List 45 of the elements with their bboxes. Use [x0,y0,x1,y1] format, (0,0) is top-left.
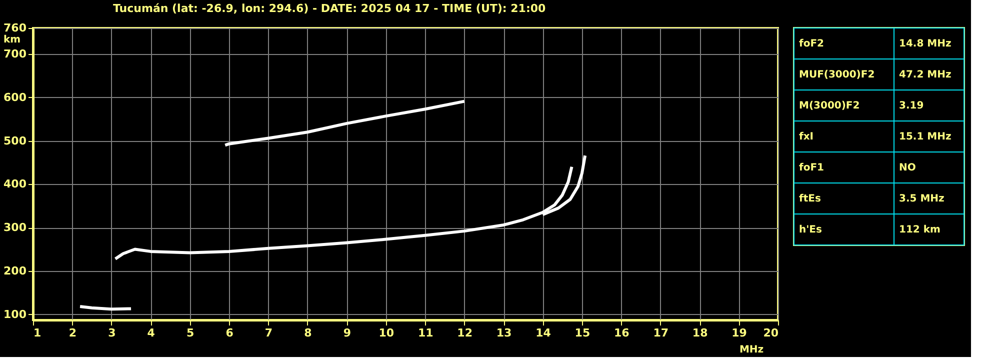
category-label: M(3000)F2 [799,100,860,112]
x-tick-label: 4 [147,326,156,340]
y-tick-label: 300 [4,221,27,234]
x-tick-label: 18 [692,326,708,340]
x-tick-label: 10 [378,326,394,340]
category-label: foF2 [799,38,824,50]
x-tick-label: 2 [68,326,77,340]
x-tick-label: 5 [186,326,194,340]
text: 112 km [899,224,940,236]
category-label: MUF(3000)F2 [799,70,875,80]
category-label: h'Es [799,224,822,236]
y-tick-label: 500 [4,134,27,148]
y-tick-label: 400 [4,178,27,191]
x-tick-label: 8 [304,326,312,340]
x-tick-label: 1 [34,326,42,340]
text: 3.19 [899,100,924,112]
text: 47.2 MHz [899,70,952,80]
text: 14.8 MHz [899,38,952,50]
x-axis-title: MHz [739,344,764,356]
x-tick-label: 11 [418,326,434,340]
chart-title: Tucumán (lat: -26.9, lon: 294.6) - DATE: 2025 04 17 - TIME (UT): 21:00 [113,2,546,15]
category-label: fxI [799,132,814,142]
x-tick-label: 16 [614,326,630,340]
x-tick-label: 20 [763,326,779,340]
y-tick-label: 760 [4,22,27,34]
x-tick-label: 13 [496,326,512,340]
x-tick-label: 9 [343,326,352,340]
text: 15.1 MHz [899,132,952,142]
y-tick-label: 700 [4,48,27,61]
text: 3.5 MHz [899,194,944,204]
x-tick-label: 12 [457,326,472,340]
text: NO [899,162,916,174]
y-tick-label: 100 [4,308,27,321]
y-axis-title: km [4,34,21,46]
x-tick-label: 7 [264,326,273,340]
x-tick-label: 14 [536,326,552,340]
x-tick-label: 6 [226,326,234,340]
y-tick-label: 600 [4,90,27,104]
x-tick-label: 19 [732,326,747,340]
category-label: ftEs [799,194,821,204]
y-tick-label: 200 [4,264,27,278]
x-tick-label: 17 [653,326,669,340]
x-tick-label: 15 [574,326,590,340]
category-label: foF1 [799,162,824,174]
x-tick-label: 3 [108,326,116,340]
